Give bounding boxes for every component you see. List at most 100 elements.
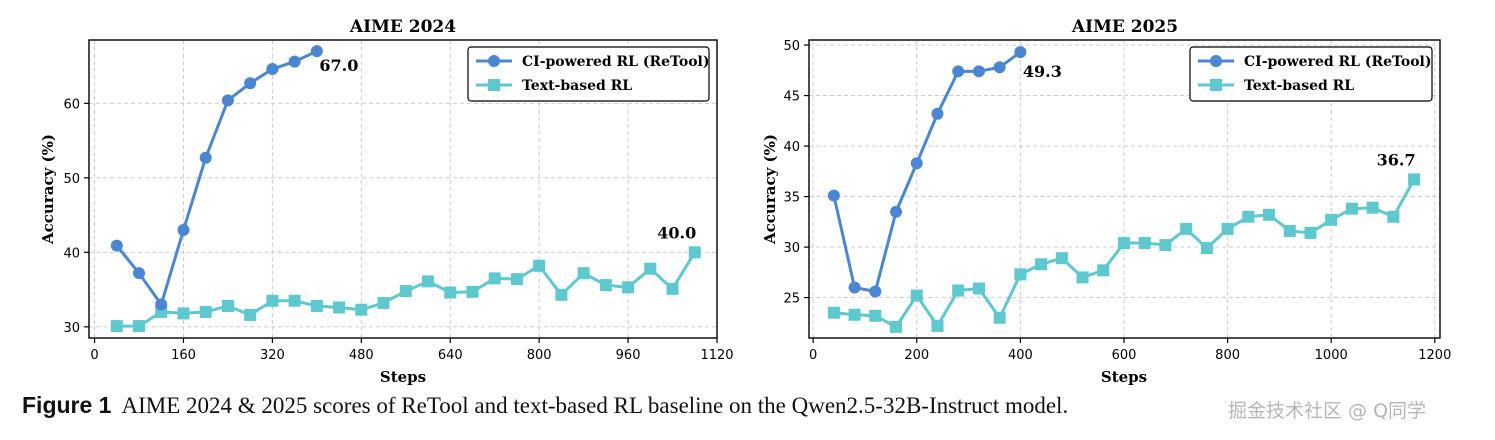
- legend-label-text: Text-based RL: [522, 78, 632, 94]
- watermark: 掘金技术社区 @ Q同学: [1228, 400, 1427, 422]
- x-tick-label: 1120: [700, 348, 733, 363]
- legend-box: [1189, 46, 1433, 102]
- x-tick-label: 800: [527, 348, 552, 363]
- text-rl-point: [577, 267, 590, 280]
- y-tick-label: 50: [783, 39, 800, 54]
- y-axis-label: Accuracy (%): [39, 134, 57, 245]
- text-rl-point: [533, 259, 546, 272]
- ci-rl-point: [288, 55, 301, 68]
- ci-rl-point: [155, 298, 168, 311]
- y-tick-label: 40: [63, 246, 80, 261]
- annotations: 67.0 40.0: [319, 56, 696, 242]
- text-rl-point: [266, 294, 279, 307]
- x-tick-label: 800: [1215, 348, 1240, 363]
- text-rl-point: [1366, 201, 1379, 214]
- axis-ticks: 0 200 400 600 800 1000 1200 25 30 35 40 45 50: [783, 39, 1451, 363]
- ci-rl-point: [266, 63, 279, 76]
- ci-rl-point: [910, 157, 923, 170]
- text-rl-point: [1014, 268, 1027, 281]
- x-tick-label: 160: [171, 348, 196, 363]
- x-tick-label: 480: [349, 348, 374, 363]
- legend-marker-text: [1210, 79, 1222, 91]
- ci-rl-point: [310, 45, 323, 58]
- text-rl-point: [1221, 222, 1234, 235]
- text-rl-point: [1035, 258, 1048, 271]
- x-tick-label: 400: [1008, 348, 1033, 363]
- text-rl-point: [199, 305, 212, 318]
- text-rl-point: [1076, 271, 1089, 284]
- text-rl-point: [221, 299, 234, 312]
- text-rl-point: [1387, 210, 1400, 223]
- text-rl-point: [827, 306, 840, 319]
- text-rl-point: [177, 307, 190, 320]
- text-rl-point: [399, 285, 412, 298]
- chart-title: AIME 2025: [1071, 17, 1178, 37]
- x-axis-label: Steps: [1101, 368, 1147, 386]
- text-rl-point: [555, 288, 568, 301]
- text-rl-point: [310, 299, 323, 312]
- text-rl-point: [244, 308, 257, 321]
- text-rl-point: [1055, 252, 1068, 265]
- text-rl-point: [931, 319, 944, 332]
- plot-frame: [88, 39, 718, 339]
- ci-rl-point: [244, 77, 257, 90]
- plot-series: [827, 46, 1421, 333]
- y-tick-label: 50: [63, 172, 80, 187]
- x-tick-label: 0: [90, 348, 98, 363]
- text-rl-point: [869, 309, 882, 322]
- ci-rl-series-line: [115, 49, 318, 306]
- text-rl-point: [1138, 237, 1151, 250]
- text-rl-point: [1408, 173, 1421, 186]
- x-tick-label: 1000: [1315, 348, 1348, 363]
- text-rl-point: [1242, 210, 1255, 223]
- ci-rl-point: [972, 65, 985, 78]
- text-rl-point: [355, 303, 368, 316]
- legend-marker-ci: [1210, 55, 1222, 67]
- text-rl-point: [1097, 264, 1110, 277]
- text-rl-point: [993, 311, 1006, 324]
- text-rl-point: [1263, 208, 1276, 221]
- legend: CI-powered RL (ReTool) Text-based RL: [1189, 46, 1433, 102]
- text-rl-point: [1283, 224, 1296, 237]
- data-annotation: 67.0: [319, 56, 358, 75]
- x-tick-label: 960: [616, 348, 641, 363]
- y-tick-label: 60: [63, 97, 80, 112]
- text-rl-point: [666, 282, 679, 295]
- text-rl-point: [644, 262, 657, 275]
- legend-box: [467, 46, 710, 102]
- text-rl-point: [1180, 222, 1193, 235]
- legend-marker-text: [488, 79, 500, 91]
- ci-rl-point: [110, 239, 123, 252]
- ci-rl-point: [890, 205, 903, 218]
- caption-text: AIME 2024 & 2025 scores of ReTool and te…: [121, 393, 1069, 418]
- data-annotation: 49.3: [1023, 62, 1062, 81]
- ci-rl-point: [177, 223, 190, 236]
- legend-label-text: Text-based RL: [1244, 78, 1354, 94]
- x-axis-label: Steps: [380, 368, 426, 386]
- text-rl-point: [848, 308, 861, 321]
- ci-rl-point: [993, 61, 1006, 74]
- y-axis-label: Accuracy (%): [761, 134, 779, 245]
- text-rl-point: [1200, 242, 1213, 255]
- text-rl-point: [510, 273, 523, 286]
- figure-canvas: AIME 2024 0 160 320 480 640 800 960 1120 30 40 50 6…: [39, 17, 1451, 386]
- y-tick-label: 30: [63, 321, 80, 336]
- chart-title: AIME 2024: [349, 17, 456, 37]
- data-annotation: 40.0: [657, 223, 696, 242]
- text-rl-point: [1325, 213, 1338, 226]
- x-tick-label: 1200: [1418, 348, 1451, 363]
- y-tick-label: 40: [783, 140, 800, 155]
- plot-series: [110, 45, 701, 333]
- x-tick-label: 600: [1112, 348, 1137, 363]
- y-tick-label: 25: [783, 292, 800, 307]
- chart-aime-2024: AIME 2024 0 160 320 480 640 800 960 1120 30 40 50 6…: [39, 17, 734, 386]
- text-rl-point: [288, 294, 301, 307]
- data-annotation: 36.7: [1377, 150, 1416, 169]
- axis-ticks: 0 160 320 480 640 800 960 1120 30 40 50 60: [63, 97, 733, 363]
- x-tick-label: 320: [260, 348, 285, 363]
- chart-aime-2025: AIME 2025 0 200 400 600 800 1000 1200 25 30 35 40 4…: [761, 17, 1451, 386]
- ci-rl-point: [931, 107, 944, 120]
- ci-rl-point: [133, 267, 146, 280]
- ci-rl-point: [199, 151, 212, 164]
- text-rl-point: [599, 279, 612, 292]
